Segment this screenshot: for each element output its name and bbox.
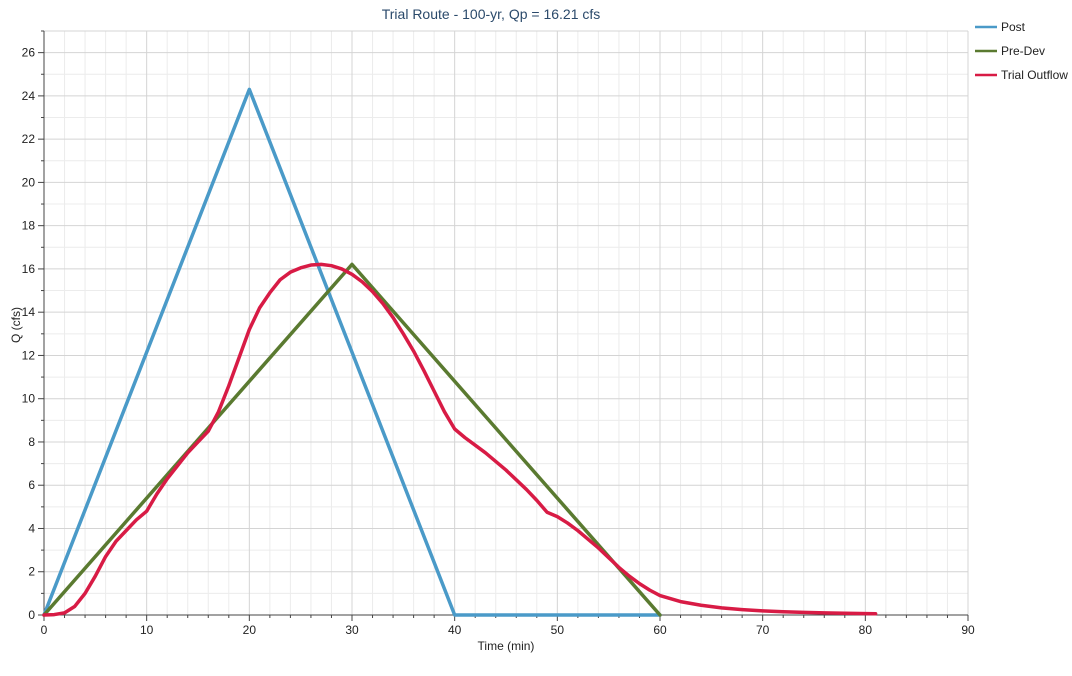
y-tick-label: 6 [28, 478, 35, 492]
x-tick-label: 90 [961, 623, 975, 637]
x-tick-label: 30 [345, 623, 359, 637]
x-tick-label: 70 [756, 623, 770, 637]
axes-layer: 0 10 20 30 40 50 60 70 80 90024681012141618202224… [22, 30, 975, 637]
y-tick-label: 2 [28, 565, 35, 579]
y-axis-label: Q (cfs) [9, 307, 23, 343]
y-tick-label: 0 [28, 608, 35, 622]
y-tick-label: 22 [22, 132, 36, 146]
chart-title: Trial Route - 100-yr, Qp = 16.21 cfs [382, 6, 601, 22]
x-tick-label: 20 [243, 623, 257, 637]
grid-layer [43, 30, 969, 616]
y-tick-label: 18 [22, 219, 36, 233]
y-tick-label: 14 [22, 305, 36, 319]
y-tick-label: 12 [22, 348, 36, 362]
x-tick-label: 80 [859, 623, 873, 637]
legend: Post Pre-Dev Trial Outflow [975, 20, 1068, 82]
x-tick-label: 0 [41, 623, 48, 637]
y-tick-label: 8 [28, 435, 35, 449]
legend-label-post: Post [1001, 20, 1026, 34]
y-tick-label: 16 [22, 262, 36, 276]
x-tick-label: 60 [653, 623, 667, 637]
x-tick-label: 10 [140, 623, 154, 637]
series-line-post [42, 87, 662, 617]
legend-label-pre-dev: Pre-Dev [1001, 44, 1045, 58]
y-tick-label: 24 [22, 89, 36, 103]
series-line-pre-dev [42, 262, 662, 617]
legend-label-trial-outflow: Trial Outflow [1001, 68, 1068, 82]
x-tick-label: 50 [551, 623, 565, 637]
series-layer [42, 87, 878, 617]
y-tick-label: 20 [22, 175, 36, 189]
x-axis-label: Time (min) [478, 639, 535, 653]
series-line-trial-outflow [42, 262, 878, 617]
y-tick-label: 4 [28, 521, 35, 535]
y-tick-label: 10 [22, 392, 36, 406]
x-tick-label: 40 [448, 623, 462, 637]
y-tick-label: 26 [22, 46, 36, 60]
